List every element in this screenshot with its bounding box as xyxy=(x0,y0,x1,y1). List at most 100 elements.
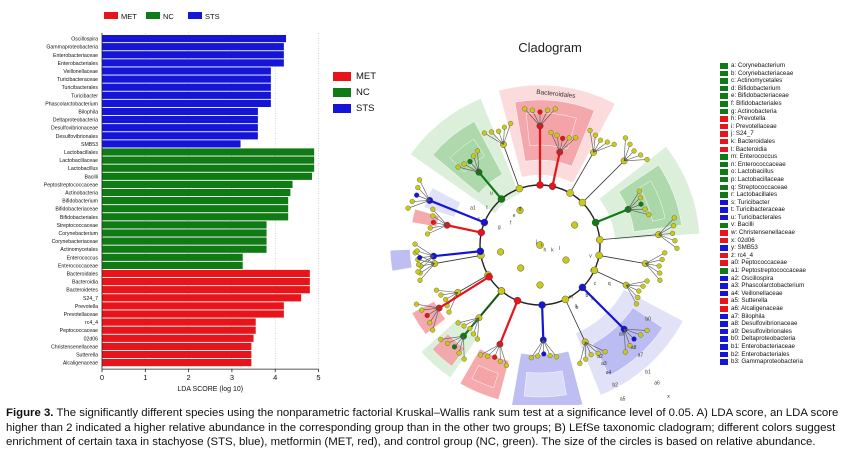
tree-leaf-branch xyxy=(416,303,440,309)
taxa-legend-label: l: Bacteroidia xyxy=(731,145,767,153)
tree-leaf xyxy=(456,350,462,356)
tree-leaf xyxy=(470,331,477,337)
tree-leaf-branch xyxy=(593,141,608,153)
bar-deltaproteobacteria xyxy=(102,116,258,124)
taxa-legend-item: a3: Phascolarctobacterium xyxy=(720,282,848,290)
tree-leaf xyxy=(445,340,451,346)
tree-leaf-branch xyxy=(585,341,606,352)
sector-letter: e xyxy=(513,213,516,219)
cladogram-legend-label: NC xyxy=(356,86,370,98)
sector-letter: c xyxy=(594,281,597,287)
taxa-legend-label: a6: Alcaligenaceae xyxy=(731,305,783,312)
tree-leaf-branch xyxy=(658,234,676,242)
taxa-legend-swatch xyxy=(720,237,728,244)
tree-leaf xyxy=(595,350,601,356)
taxa-legend-swatch xyxy=(720,313,728,320)
taxa-legend-swatch xyxy=(720,154,728,160)
tree-leaf xyxy=(659,257,665,263)
legend-label-nc: NC xyxy=(163,12,174,21)
tree-node xyxy=(562,256,570,264)
category-label: Enterococcus xyxy=(67,255,99,261)
sector-letter: a6 xyxy=(654,380,660,386)
tree-node xyxy=(566,189,574,197)
tree-leaf xyxy=(662,250,668,256)
taxa-legend-swatch xyxy=(720,93,728,99)
sector-letter: v xyxy=(589,254,592,260)
tree-branch xyxy=(569,152,594,194)
taxa-legend-swatch xyxy=(720,328,728,335)
cladogram-legend-label: MET xyxy=(356,70,377,82)
tree-leaf-branch xyxy=(524,108,541,127)
category-label: Bacteroidetes xyxy=(66,288,98,294)
taxa-legend-swatch xyxy=(720,214,728,221)
taxa-legend-item: d: Bifidobacterium xyxy=(720,85,848,93)
category-label: Veillonellaceae xyxy=(63,69,98,75)
taxa-legend-label: b3: Gammaproteobacteria xyxy=(731,358,803,366)
tree-leaf-branch xyxy=(473,317,480,334)
tree-root xyxy=(536,241,544,249)
category-label: Gammaproteobacteria xyxy=(46,45,98,51)
x-tick-label: 1 xyxy=(143,373,147,382)
tree-leaf xyxy=(547,352,553,359)
taxa-legend-label: q: Streptococcaceae xyxy=(731,183,788,191)
tree-leaf xyxy=(508,120,514,127)
taxa-legend-swatch xyxy=(720,260,728,266)
bar-corynebacterium xyxy=(102,229,267,237)
tree-leaf xyxy=(438,336,444,343)
taxa-legend-item: a2: Oscillospira xyxy=(720,275,848,283)
taxa-legend-label: g: Actinobacteria xyxy=(731,107,777,115)
taxa-legend-item: y: SMB53 xyxy=(720,244,848,252)
tree-node xyxy=(561,295,570,304)
taxa-legend-item: q: Streptococcaceae xyxy=(720,184,848,192)
sector-letter: t xyxy=(486,205,488,211)
tree-leaf xyxy=(635,294,641,301)
tree-leaf xyxy=(492,354,498,360)
x-tick-label: 0 xyxy=(100,373,104,382)
tree-leaf xyxy=(417,277,423,283)
tree-leaf-branch xyxy=(458,317,480,324)
sector-letter: g xyxy=(498,225,501,231)
category-label: SMB53 xyxy=(81,142,98,148)
taxa-legend-item: p: Lactobacillaceae xyxy=(720,176,848,184)
taxa-legend-item: a4: Veillonellaceae xyxy=(720,290,848,298)
tree-leaf-branch xyxy=(532,110,541,127)
tree-leaf-branch xyxy=(626,284,644,287)
taxa-legend-item: b1: Enterobacteriaceae xyxy=(720,343,848,351)
tree-leaf xyxy=(674,245,680,251)
tree-node xyxy=(480,218,489,227)
tree-branch xyxy=(540,304,545,340)
tree-leaf xyxy=(496,128,502,134)
tree-leaf xyxy=(548,129,554,136)
tree-leaf-branch xyxy=(543,339,557,357)
bar-enterococcaceae xyxy=(102,261,243,269)
cladogram-legend: MET NC STS xyxy=(333,68,376,116)
taxa-legend-swatch xyxy=(720,207,728,213)
tree-branch xyxy=(438,275,490,309)
category-label: Bacteroidales xyxy=(67,272,99,278)
tree-node xyxy=(536,281,544,289)
cladogram-legend-sts: STS xyxy=(333,100,376,116)
category-label: Bifidobacterium xyxy=(62,199,98,205)
taxa-legend-label: j: S24_7 xyxy=(731,130,754,138)
sector-letter: n xyxy=(583,287,586,293)
cladogram-legend-met: MET xyxy=(333,68,376,84)
tree-leaf xyxy=(474,336,481,342)
tree-leaf-branch xyxy=(543,339,551,356)
category-label: Lactobacillaceae xyxy=(59,158,98,164)
taxa-legend-label: b0: Deltaproteobacteria xyxy=(731,335,796,343)
category-label: Phascolarctobacterium xyxy=(45,101,98,107)
tree-leaf xyxy=(636,188,642,194)
tree-node xyxy=(477,228,486,237)
tree-leaf xyxy=(592,132,599,138)
sector-letter: i xyxy=(541,242,542,248)
tree-leaf xyxy=(443,296,449,303)
tree-leaf-branch xyxy=(417,187,430,201)
tree-leaf-branch xyxy=(432,307,440,331)
taxa-legend-item: f: Bifidobacteriales xyxy=(720,100,848,108)
bar-enterococcus xyxy=(102,253,243,261)
bar-bifidobacterium xyxy=(102,197,289,205)
tree-node xyxy=(595,251,603,260)
category-label: Actinomycetales xyxy=(60,247,98,253)
tree-branch xyxy=(595,208,629,224)
tree-leaf xyxy=(631,148,637,154)
